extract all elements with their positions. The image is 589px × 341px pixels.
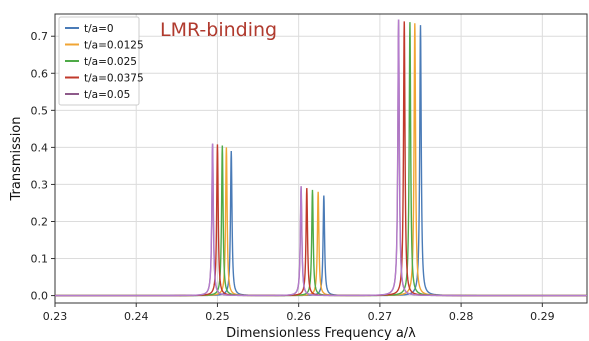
- x-tick-label: 0.27: [368, 310, 393, 323]
- legend-label-4: t/a=0.0375: [84, 73, 144, 85]
- y-tick-label: 0.5: [31, 104, 49, 117]
- x-tick-label: 0.28: [449, 310, 474, 323]
- y-tick-label: 0.7: [31, 30, 49, 43]
- x-tick-label: 0.29: [530, 310, 555, 323]
- legend-label-2: t/a=0.0125: [84, 40, 144, 52]
- x-tick-label: 0.24: [124, 310, 149, 323]
- legend-label-3: t/a=0.025: [84, 56, 137, 68]
- y-tick-label: 0.1: [31, 253, 49, 266]
- y-tick-label: 0.0: [31, 290, 49, 303]
- y-tick-label: 0.3: [31, 178, 49, 191]
- x-axis-ticks: 0.23 0.24 0.25 0.26 0.27 0.28 0.29: [43, 303, 555, 323]
- y-axis-ticks: 0.0 0.1 0.2 0.3 0.4 0.5 0.6 0.7: [31, 30, 55, 303]
- y-tick-label: 0.4: [31, 141, 49, 154]
- y-tick-label: 0.2: [31, 215, 49, 228]
- x-tick-label: 0.23: [43, 310, 68, 323]
- y-tick-label: 0.6: [31, 67, 49, 80]
- grid: [54, 14, 587, 303]
- plot-frame: [54, 13, 588, 304]
- x-axis-label: Dimensionless Frequency a/λ: [226, 326, 416, 341]
- x-tick-label: 0.25: [205, 310, 230, 323]
- chart-title: LMR-binding: [160, 19, 277, 41]
- series-line-overlay: [55, 19, 587, 297]
- series-lines: [55, 19, 587, 297]
- y-axis-label: Transmission: [9, 117, 24, 202]
- legend-label-1: t/a=0: [84, 23, 114, 35]
- legend-label-5: t/a=0.05: [84, 89, 130, 101]
- legend: t/a=0 t/a=0.0125 t/a=0.025 t/a=0.0375 t/a=0.…: [58, 16, 144, 106]
- legend-box: [58, 16, 140, 106]
- x-tick-label: 0.26: [286, 310, 311, 323]
